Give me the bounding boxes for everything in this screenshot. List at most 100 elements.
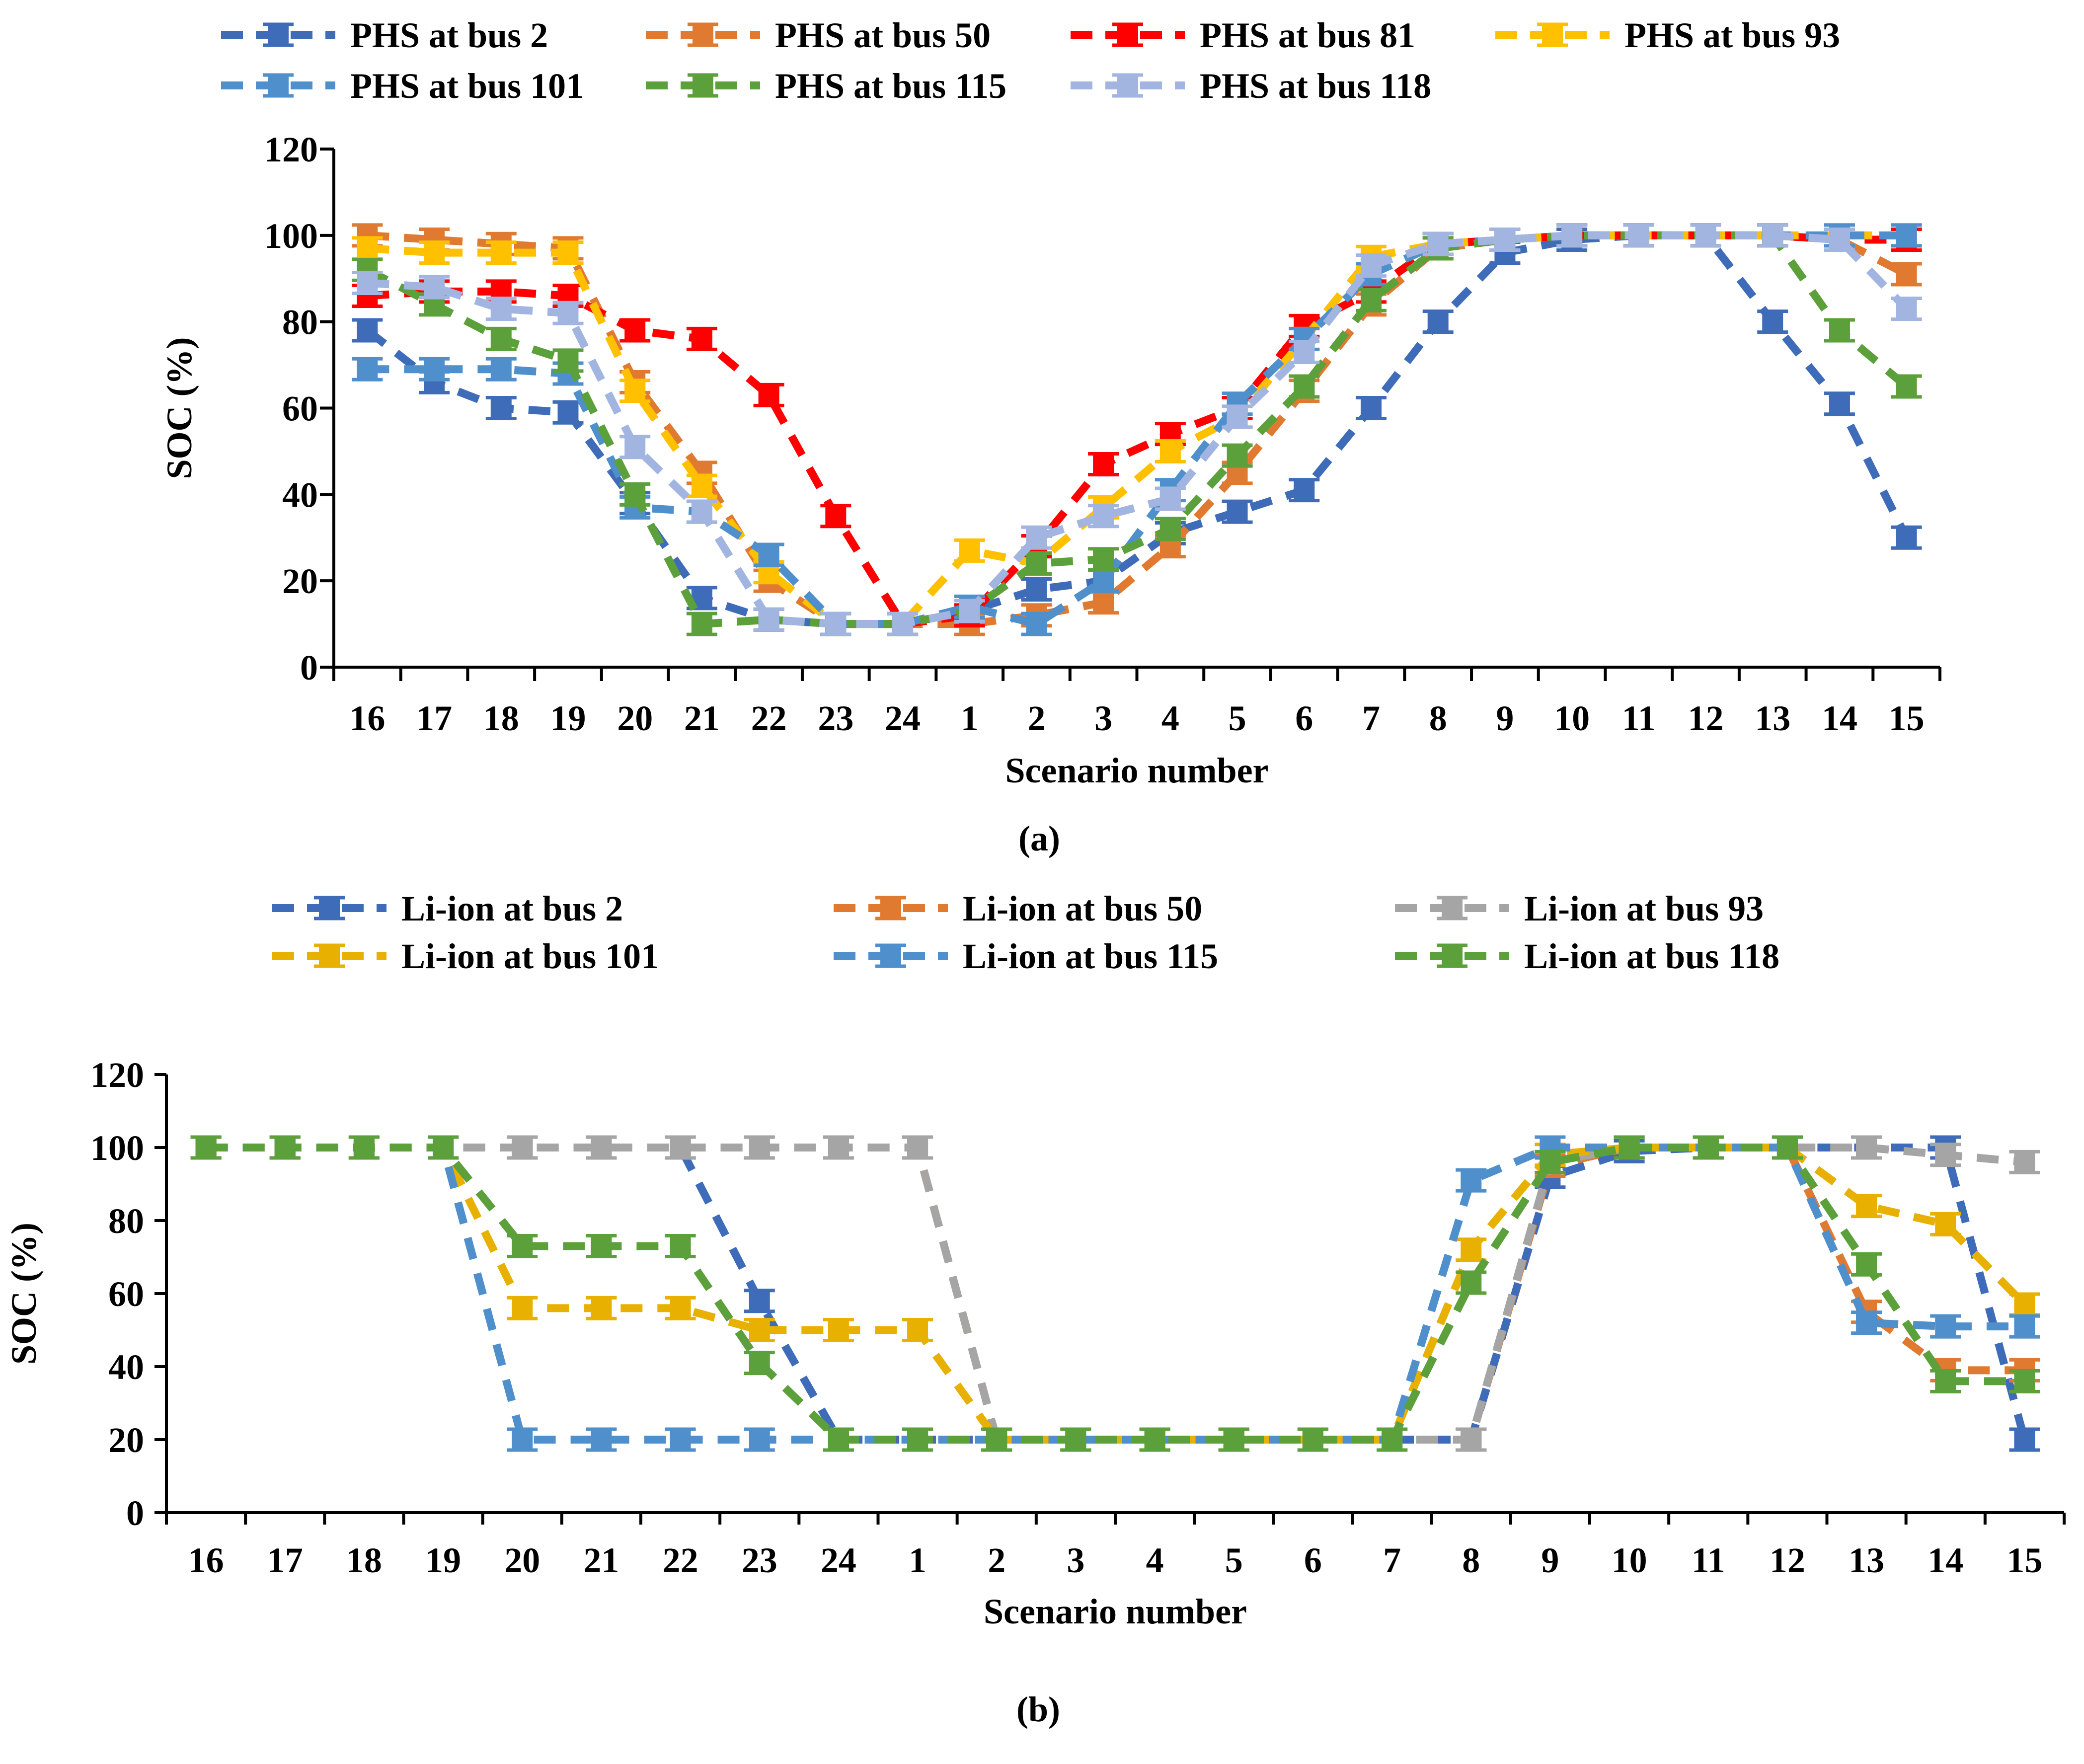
series-line — [367, 231, 1907, 628]
data-point — [619, 435, 651, 460]
legend-label: Li-ion at bus 115 — [963, 936, 1218, 976]
data-point — [665, 1427, 696, 1452]
data-point — [1422, 309, 1454, 334]
data-point — [485, 396, 517, 420]
legend-label: Li-ion at bus 93 — [1524, 889, 1764, 928]
data-point — [485, 240, 517, 265]
data-point — [619, 482, 651, 507]
x-tick-label: 5 — [1229, 698, 1246, 738]
x-ticks-b: 16 17 18 19 20 21 22 23 24 1 2 3 4 5 6 7 8 9 10 11 12 13 14 15 — [165, 1513, 2066, 1580]
data-point — [1218, 1427, 1249, 1452]
legend-item: PHS at bus 101 — [221, 66, 584, 106]
data-point — [419, 240, 450, 265]
data-point — [1891, 262, 1922, 287]
legend-label: PHS at bus 2 — [350, 15, 548, 55]
data-point — [887, 612, 919, 636]
data-point — [552, 301, 584, 325]
legend-swatch-marker — [268, 75, 289, 96]
legend-item: Li-ion at bus 93 — [1395, 889, 1764, 928]
data-point — [823, 1318, 854, 1342]
legend-a: PHS at bus 2 PHS at bus 50 PHS at bus 81 PH… — [221, 15, 1840, 106]
data-point — [419, 357, 450, 382]
data-point — [1690, 223, 1721, 248]
x-tick-label: 1 — [909, 1540, 926, 1580]
data-point — [1614, 1135, 1645, 1160]
data-point — [1824, 318, 1855, 343]
x-tick-label: 14 — [1928, 1540, 1963, 1580]
legend-swatch-marker — [1117, 75, 1138, 96]
y-tick-label: 20 — [108, 1420, 144, 1460]
data-point — [507, 1135, 538, 1160]
legend-swatch-marker — [268, 24, 289, 45]
series-line — [206, 1144, 2025, 1444]
x-tick-label: 7 — [1362, 698, 1380, 738]
data-point — [1851, 1135, 1882, 1160]
data-point — [485, 326, 517, 351]
legend-swatch-marker — [1442, 945, 1463, 966]
data-point — [485, 297, 517, 321]
x-tick-label: 12 — [1688, 698, 1724, 738]
data-point — [1851, 1194, 1882, 1219]
data-point — [1891, 374, 1922, 399]
data-point — [1289, 340, 1320, 365]
data-point — [1930, 1369, 1961, 1393]
data-point — [753, 383, 784, 407]
data-point — [552, 240, 584, 265]
data-point — [1772, 1135, 1803, 1160]
series-li-ion-at-bus-93 — [190, 1135, 2040, 1452]
data-point — [820, 504, 851, 529]
data-point — [753, 607, 784, 632]
legend-label: PHS at bus 115 — [775, 66, 1006, 106]
data-point — [954, 599, 985, 623]
data-point — [1757, 309, 1788, 334]
x-tick-label: 23 — [742, 1540, 777, 1580]
data-point — [586, 1135, 617, 1160]
data-point — [2009, 1150, 2040, 1174]
data-point — [2009, 1427, 2040, 1452]
data-point — [665, 1135, 696, 1160]
data-point — [686, 326, 717, 351]
legend-item: PHS at bus 50 — [646, 15, 991, 55]
data-point — [586, 1427, 617, 1452]
data-point — [902, 1427, 933, 1452]
x-tick-label: 3 — [1067, 1540, 1084, 1580]
x-axis-title-b: Scenario number — [984, 1592, 1247, 1631]
data-point — [1930, 1314, 1961, 1339]
y-tick-label: 40 — [108, 1347, 144, 1387]
x-tick-label: 11 — [1692, 1540, 1725, 1580]
data-point — [1891, 223, 1922, 248]
data-point — [1377, 1427, 1408, 1452]
data-point — [1824, 391, 1855, 416]
legend-swatch-marker — [1542, 24, 1563, 45]
data-point — [552, 348, 584, 373]
legend-label: PHS at bus 81 — [1200, 15, 1415, 55]
data-point — [1851, 1310, 1882, 1335]
data-point — [1222, 443, 1253, 468]
data-point — [1222, 499, 1253, 524]
data-point — [1222, 404, 1253, 429]
legend-swatch-marker — [1117, 24, 1138, 45]
x-tick-label: 3 — [1094, 698, 1112, 738]
x-tick-label: 13 — [1755, 698, 1790, 738]
data-point — [1289, 374, 1320, 399]
data-point — [2009, 1314, 2040, 1339]
x-ticks-a: 16 17 18 19 20 21 22 23 24 1 2 3 4 5 6 7 8 9 10 11 12 13 14 15 — [332, 667, 1941, 738]
data-point — [1456, 1270, 1487, 1295]
legend-b: Li-ion at bus 2 Li-ion at bus 50 Li-ion at… — [272, 889, 1779, 976]
x-tick-label: 9 — [1496, 698, 1514, 738]
y-tick-label: 40 — [282, 475, 318, 515]
legend-label: Li-ion at bus 50 — [963, 889, 1202, 928]
data-point — [352, 357, 383, 382]
data-point — [1139, 1427, 1170, 1452]
legend-label: Li-ion at bus 118 — [1524, 936, 1779, 976]
x-tick-label: 15 — [2007, 1540, 2042, 1580]
data-point — [586, 1296, 617, 1320]
data-point — [1489, 228, 1521, 252]
data-point — [1930, 1143, 1961, 1167]
data-point — [352, 270, 383, 295]
x-tick-label: 1 — [961, 698, 979, 738]
y-tick-label: 80 — [282, 303, 318, 342]
data-point — [686, 499, 717, 524]
